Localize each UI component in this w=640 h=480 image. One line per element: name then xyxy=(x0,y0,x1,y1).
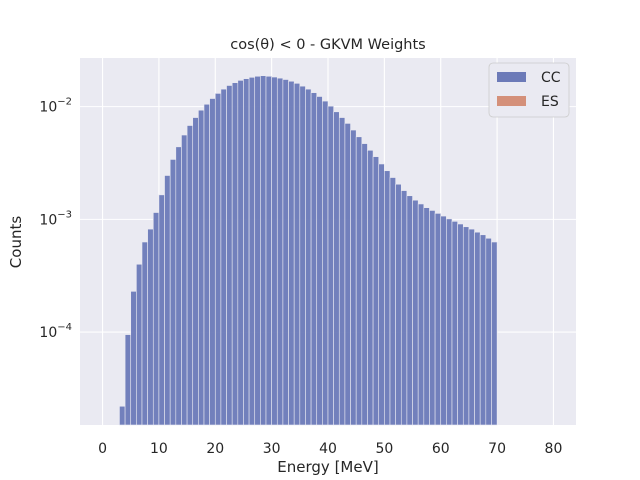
bar-cc xyxy=(355,136,363,426)
bar-cc xyxy=(367,149,374,426)
bar-cc xyxy=(220,88,227,426)
x-tick-label: 0 xyxy=(98,441,107,457)
bar-cc xyxy=(192,117,199,426)
x-tick-label: 20 xyxy=(206,441,224,457)
x-axis-label: Energy [MeV] xyxy=(277,458,378,476)
x-tick-label: 50 xyxy=(375,441,393,457)
bars xyxy=(119,75,498,426)
x-tick-label: 30 xyxy=(263,441,281,457)
bar-cc xyxy=(310,92,318,426)
bar-cc xyxy=(147,228,154,426)
bar-cc xyxy=(479,234,487,426)
x-tick-labels: 0 10 20 30 40 50 60 70 80 xyxy=(98,441,562,457)
bar-cc xyxy=(491,241,498,426)
bar-cc xyxy=(400,190,408,426)
bar-cc xyxy=(226,85,233,426)
chart-title: cos(θ) < 0 - GKVM Weights xyxy=(230,37,425,53)
bar-cc xyxy=(293,83,301,426)
bar-cc xyxy=(412,199,419,426)
bar-cc xyxy=(333,111,340,426)
bar-cc xyxy=(141,241,148,426)
bar-cc xyxy=(305,88,312,426)
bar-cc xyxy=(417,203,425,426)
bar-cc xyxy=(372,156,380,426)
bar-cc xyxy=(446,218,453,426)
bar-cc xyxy=(124,334,132,426)
bar-cc xyxy=(338,117,346,426)
legend-label-es: ES xyxy=(541,94,559,110)
bar-cc xyxy=(203,103,210,426)
bar-cc xyxy=(271,76,278,426)
bar-cc xyxy=(384,170,391,426)
bar-cc xyxy=(344,123,351,426)
bar-cc xyxy=(451,221,458,426)
bar-cc xyxy=(158,194,165,426)
bar-cc xyxy=(214,93,222,426)
y-tick-label: 10−3 xyxy=(39,209,72,228)
bar-cc xyxy=(485,237,492,426)
bar-cc xyxy=(169,159,177,426)
bar-cc xyxy=(389,177,396,426)
bar-cc xyxy=(237,80,244,426)
bar-cc xyxy=(276,77,284,426)
bar-cc xyxy=(457,223,464,426)
bar-cc xyxy=(462,226,470,426)
bar-cc xyxy=(468,228,475,426)
bar-cc xyxy=(361,143,368,426)
x-tick-label: 60 xyxy=(432,441,450,457)
bar-cc xyxy=(316,96,323,426)
legend: CC ES xyxy=(488,62,570,118)
bar-cc xyxy=(434,213,442,426)
bar-cc xyxy=(175,146,182,426)
bar-cc xyxy=(136,263,143,426)
y-axis-label: Counts xyxy=(7,216,25,269)
bar-cc xyxy=(254,75,261,426)
bar-cc xyxy=(299,85,306,426)
bar-cc xyxy=(474,231,481,426)
x-tick-label: 80 xyxy=(545,441,563,457)
bar-cc xyxy=(164,175,171,426)
bar-cc xyxy=(243,78,250,426)
legend-label-cc: CC xyxy=(541,70,561,86)
bar-cc xyxy=(440,215,447,426)
legend-swatch-cc xyxy=(497,72,526,82)
bar-cc xyxy=(327,105,334,426)
y-tick-label: 10−2 xyxy=(39,97,72,116)
bar-cc xyxy=(248,77,256,426)
bar-cc xyxy=(119,405,126,426)
y-tick-labels: 10−4 10−3 10−2 xyxy=(39,97,72,341)
bar-cc xyxy=(288,80,295,426)
bar-cc xyxy=(231,82,239,426)
bar-cc xyxy=(181,134,188,426)
bar-cc xyxy=(429,210,436,426)
x-tick-label: 70 xyxy=(488,441,506,457)
legend-swatch-es xyxy=(497,96,526,106)
bar-cc xyxy=(198,109,205,426)
bar-cc xyxy=(209,98,216,426)
x-tick-label: 10 xyxy=(150,441,168,457)
bar-cc xyxy=(260,75,267,426)
bar-cc xyxy=(423,207,430,426)
bar-cc xyxy=(282,79,289,426)
bar-cc xyxy=(186,125,194,426)
bar-cc xyxy=(350,129,357,426)
bar-cc xyxy=(406,195,413,426)
bar-cc xyxy=(378,163,385,426)
x-tick-label: 40 xyxy=(319,441,337,457)
y-tick-label: 10−4 xyxy=(39,322,72,341)
bar-cc xyxy=(265,75,272,426)
bar-cc xyxy=(395,183,402,426)
bar-cc xyxy=(152,212,160,426)
bar-cc xyxy=(322,100,329,426)
bar-cc xyxy=(130,291,137,426)
